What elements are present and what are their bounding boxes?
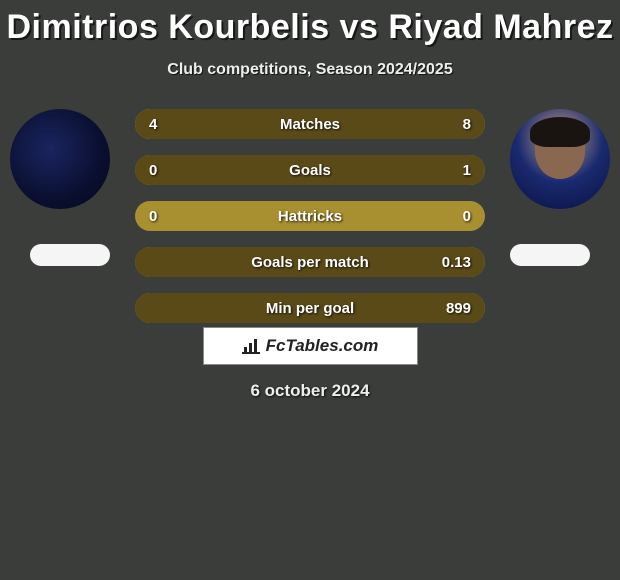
stat-value-right: 8 [463,116,471,133]
stat-row: 0Hattricks0 [135,201,485,231]
date-label: 6 october 2024 [0,381,620,401]
stat-label: Hattricks [135,208,485,225]
stat-label: Matches [135,116,485,133]
stat-row: 0Goals1 [135,155,485,185]
branding-text: FcTables.com [266,336,379,356]
stat-value-right: 0.13 [442,254,471,271]
comparison-area: 4Matches80Goals10Hattricks0Goals per mat… [0,109,620,319]
stat-label: Goals [135,162,485,179]
page-title: Dimitrios Kourbelis vs Riyad Mahrez [0,0,620,47]
player-left-avatar [10,109,110,209]
player-right-flag [510,244,590,266]
stat-row: 4Matches8 [135,109,485,139]
stat-value-right: 899 [446,300,471,317]
stats-list: 4Matches80Goals10Hattricks0Goals per mat… [135,109,485,339]
stat-row: Min per goal899 [135,293,485,323]
player-left-flag [30,244,110,266]
stat-label: Min per goal [135,300,485,317]
stat-value-right: 1 [463,162,471,179]
chart-icon [242,338,260,354]
stat-row: Goals per match0.13 [135,247,485,277]
subtitle: Club competitions, Season 2024/2025 [0,61,620,79]
stat-value-right: 0 [463,208,471,225]
stat-label: Goals per match [135,254,485,271]
player-right-avatar [510,109,610,209]
